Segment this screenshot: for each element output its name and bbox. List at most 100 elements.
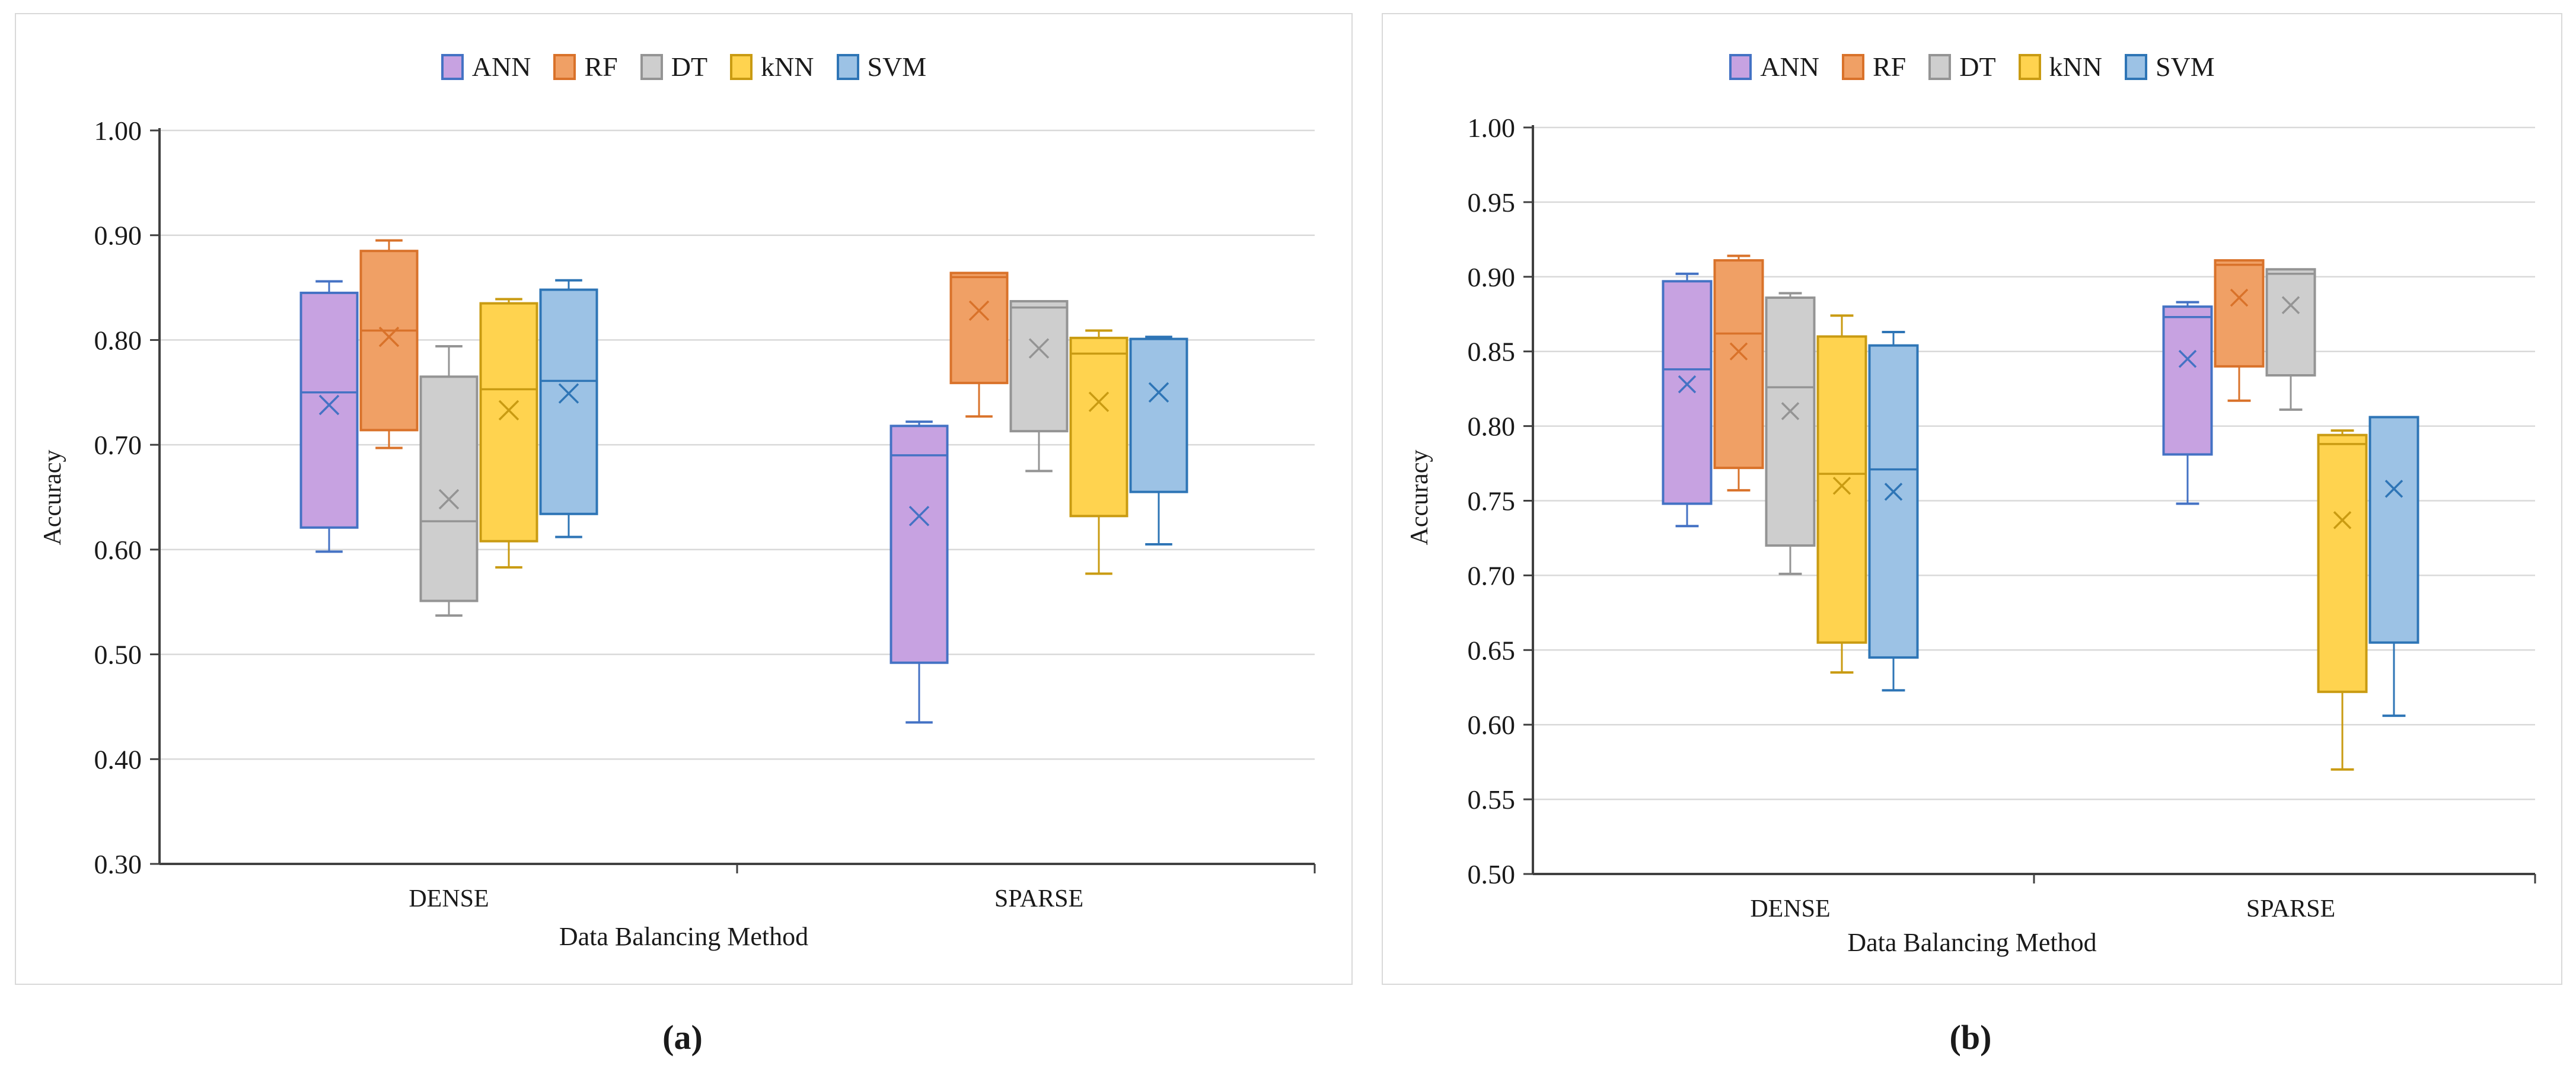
- boxplot-a: 1.00 0.90 0.80 0.70 0.60 0.50 0.40 0.30 DENSE SPA…: [94, 116, 1316, 913]
- y-tick-label: 0.70: [1468, 560, 1516, 591]
- mean-marker: [968, 300, 990, 321]
- category-label: DENSE: [409, 885, 489, 913]
- y-tick-label: 0.50: [1468, 859, 1516, 889]
- box-rect: [539, 288, 598, 515]
- box-rf-sparse: [2214, 259, 2265, 402]
- y-tick-label: 0.60: [94, 535, 142, 565]
- box-svm-sparse: [2368, 416, 2419, 717]
- legend-swatch-ann: [1729, 53, 1752, 80]
- box-knn-sparse: [2317, 429, 2368, 771]
- mean-marker: [1781, 402, 1800, 420]
- box-ann-sparse: [2162, 301, 2213, 505]
- y-tick-label: 1.00: [94, 116, 142, 146]
- box-rect: [1765, 296, 1816, 547]
- legend: ANN RF DT kNN SVM: [1383, 51, 2561, 82]
- legend-label: ANN: [471, 52, 531, 82]
- legend-label: RF: [1872, 52, 1907, 82]
- box-ann-sparse: [890, 420, 949, 724]
- mean-marker: [2178, 350, 2197, 368]
- mean-marker: [1729, 342, 1748, 361]
- mean-marker: [498, 400, 519, 421]
- caption-b: (b): [1949, 1018, 1992, 1057]
- legend-item-dt: DT: [640, 51, 707, 82]
- y-tick-label: 0.65: [1468, 635, 1516, 665]
- y-axis-title: Accuracy: [39, 449, 66, 546]
- box-rect: [419, 375, 479, 602]
- y-tick-label: 0.50: [94, 640, 142, 670]
- box-rect: [1868, 344, 1919, 659]
- x-axis-title: Data Balancing Method: [1847, 928, 2097, 957]
- legend-label: kNN: [2049, 52, 2102, 82]
- legend-item-svm: SVM: [836, 51, 927, 82]
- box-rect: [2317, 433, 2368, 693]
- legend-label: SVM: [2156, 52, 2215, 82]
- legend-item-rf: RF: [553, 51, 618, 82]
- legend-label: RF: [584, 52, 618, 82]
- box-rect: [1129, 337, 1188, 493]
- mean-marker: [2230, 288, 2249, 307]
- legend-item-rf: RF: [1841, 51, 1907, 82]
- y-tick-label: 0.80: [1468, 411, 1516, 442]
- legend-swatch-dt: [1928, 53, 1952, 80]
- legend-swatch-svm: [836, 53, 859, 80]
- legend-label: DT: [1959, 52, 1996, 82]
- y-tick-label: 1.00: [1468, 113, 1516, 143]
- y-tick-label: 0.30: [94, 849, 142, 879]
- mean-marker: [2333, 511, 2352, 529]
- box-knn-sparse: [1069, 329, 1128, 575]
- legend-label: ANN: [1760, 52, 1819, 82]
- box-rect: [1816, 335, 1867, 644]
- box-rect: [2162, 305, 2213, 456]
- legend-item-knn: kNN: [2018, 51, 2102, 82]
- box-rect: [2368, 416, 2419, 644]
- category-label: SPARSE: [994, 885, 1083, 913]
- box-ann-dense: [1662, 272, 1713, 528]
- legend-swatch-rf: [1841, 53, 1864, 80]
- legend-label: SVM: [867, 52, 927, 82]
- box-rect: [949, 272, 1009, 384]
- box-svm-sparse: [1129, 336, 1188, 546]
- mean-marker: [1028, 338, 1050, 359]
- legend-item-ann: ANN: [441, 51, 531, 82]
- legend-swatch-ann: [441, 53, 464, 80]
- mean-marker: [1148, 382, 1169, 403]
- mean-marker: [1884, 483, 1903, 501]
- mean-marker: [438, 489, 460, 510]
- category-label: SPARSE: [2246, 895, 2335, 923]
- box-dt-sparse: [2265, 268, 2316, 411]
- mean-marker: [318, 394, 340, 416]
- legend-swatch-svm: [2125, 53, 2147, 80]
- y-tick-label: 0.40: [94, 744, 142, 774]
- y-tick-label: 0.90: [94, 221, 142, 251]
- legend-item-svm: SVM: [2125, 51, 2215, 82]
- mean-marker: [908, 506, 930, 527]
- chart-panel-a: ANN RF DT kNN SVM 1.00 0.90 0.80 0.70 0.60 0.50 0.…: [15, 13, 1353, 985]
- box-rect: [890, 425, 949, 664]
- box-rect: [2265, 268, 2316, 377]
- legend-swatch-dt: [640, 53, 663, 80]
- box-dt-sparse: [1009, 300, 1069, 473]
- legend-swatch-knn: [2018, 53, 2041, 80]
- box-rect: [479, 302, 538, 543]
- y-tick-label: 0.80: [94, 325, 142, 355]
- caption-a: (a): [662, 1018, 703, 1057]
- chart-panel-b: ANN RF DT kNN SVM 1.00 0.95 0.90 0.85 0.80 0.75 0.…: [1382, 13, 2562, 985]
- legend-swatch-knn: [730, 53, 753, 80]
- legend-item-ann: ANN: [1729, 51, 1819, 82]
- box-rect: [1662, 280, 1713, 505]
- box-rect: [1713, 259, 1764, 470]
- legend-label: kNN: [761, 52, 814, 82]
- box-rect: [1069, 336, 1128, 518]
- mean-marker: [378, 326, 400, 347]
- legend: ANN RF DT kNN SVM: [16, 51, 1351, 82]
- box-svm-dense: [539, 279, 598, 538]
- legend-label: DT: [671, 52, 708, 82]
- y-tick-label: 0.90: [1468, 262, 1516, 292]
- y-tick-label: 0.85: [1468, 337, 1516, 367]
- y-tick-label: 0.75: [1468, 486, 1516, 516]
- mean-marker: [1832, 477, 1851, 495]
- legend-item-knn: kNN: [730, 51, 814, 82]
- category-label: DENSE: [1750, 895, 1830, 923]
- box-rf-sparse: [949, 272, 1009, 418]
